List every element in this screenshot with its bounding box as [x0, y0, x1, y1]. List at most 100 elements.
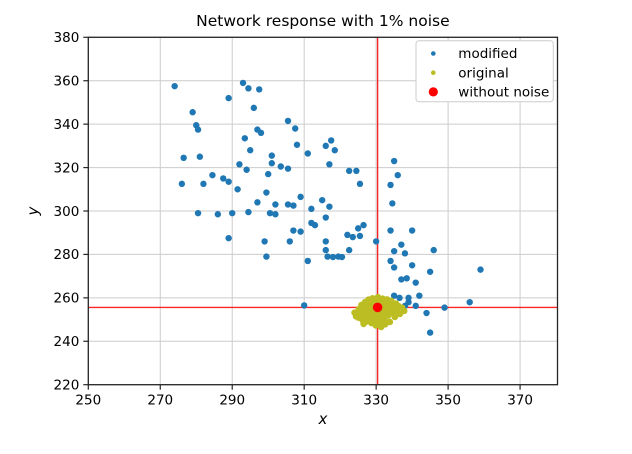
y-tick-label: 240 — [54, 334, 80, 350]
chart-title: Network response with 1% noise — [196, 12, 450, 30]
scatter-point — [256, 86, 263, 93]
scatter-point — [300, 302, 308, 309]
scatter-point — [277, 163, 285, 170]
scatter-point — [243, 166, 250, 173]
x-tick-label: 370 — [507, 393, 533, 409]
scatter-point — [466, 298, 473, 306]
scatter-point — [441, 304, 448, 311]
scatter-point — [390, 264, 398, 271]
scatter-point — [284, 117, 292, 125]
scatter-point — [284, 165, 292, 172]
scatter-point — [196, 153, 204, 160]
scatter-point — [291, 125, 299, 132]
scatter-point — [372, 238, 380, 245]
scatter-point — [372, 302, 383, 313]
scatter-point — [327, 137, 335, 144]
scatter-point — [290, 227, 297, 234]
scatter-point — [398, 276, 405, 283]
scatter-point — [322, 246, 329, 254]
scatter-point — [272, 211, 279, 218]
scatter-point — [412, 302, 419, 310]
scatter-point — [349, 233, 356, 241]
scatter-point — [403, 275, 410, 282]
scatter-point — [308, 205, 315, 213]
x-tick-label: 270 — [147, 393, 173, 409]
scatter-points — [171, 79, 484, 336]
legend-marker — [431, 51, 436, 56]
scatter-point — [401, 250, 409, 257]
scatter-point — [372, 322, 380, 329]
scatter-point — [381, 321, 389, 328]
scatter-point — [209, 171, 216, 179]
y-tick-label: 340 — [54, 117, 80, 133]
scatter-point — [189, 109, 196, 116]
scatter-point — [234, 186, 241, 193]
scatter-point — [250, 104, 258, 112]
scatter-point — [229, 209, 236, 217]
scatter-point — [344, 231, 351, 239]
scatter-point — [266, 209, 274, 217]
scatter-point — [329, 253, 337, 261]
series-modified — [171, 79, 484, 336]
x-tick-label: 330 — [363, 393, 389, 409]
x-tick-label: 350 — [435, 393, 461, 409]
scatter-point — [353, 167, 360, 175]
scatter-point — [297, 193, 304, 201]
scatter-point — [398, 241, 405, 248]
scatter-point — [430, 246, 437, 254]
scatter-point — [356, 232, 364, 240]
scatter-point — [387, 181, 394, 189]
scatter-point — [214, 211, 222, 218]
scatter-point — [391, 313, 399, 321]
scatter-point — [387, 227, 394, 234]
scatter-point — [412, 279, 419, 286]
scatter-point — [477, 266, 484, 273]
x-tick-label: 290 — [219, 393, 245, 409]
y-tick-label: 360 — [54, 74, 80, 90]
scatter-point — [322, 142, 329, 150]
scatter-point — [220, 175, 227, 182]
scatter-point — [311, 221, 319, 229]
scatter-point — [245, 85, 252, 92]
scatter-point — [356, 180, 364, 188]
scatter-point — [272, 201, 279, 208]
scatter-point — [304, 257, 311, 265]
legend-label: without noise — [458, 85, 549, 101]
legend-label: original — [458, 65, 508, 81]
legend-label: modified — [458, 46, 517, 62]
scatter-point — [297, 228, 304, 235]
scatter-point — [245, 208, 252, 216]
y-tick-label: 260 — [54, 291, 80, 307]
scatter-point — [284, 201, 292, 208]
legend: modified original without noise — [415, 40, 554, 103]
scatter-point — [265, 170, 272, 178]
scatter-point — [338, 253, 346, 261]
y-axis-label: y — [24, 205, 42, 216]
scatter-point — [194, 209, 202, 217]
legend-item-modified: modified — [431, 46, 517, 62]
legend-item-without-noise: without noise — [428, 85, 549, 101]
scatter-point — [387, 257, 394, 265]
scatter-point — [257, 129, 265, 137]
x-axis-label: x — [317, 410, 327, 428]
scatter-point — [390, 247, 398, 255]
legend-item-original: original — [431, 65, 509, 81]
scatter-point — [389, 200, 396, 207]
scatter-point — [351, 309, 358, 316]
scatter-point — [241, 135, 249, 142]
scatter-point — [396, 310, 404, 318]
scatter-point — [261, 238, 268, 245]
axis-ticks: 250 270 290 310 330 350 370 220 240 260 280 300 320 3… — [54, 30, 533, 409]
scatter-point — [326, 203, 333, 210]
scatter-point — [390, 292, 398, 299]
scatter-point — [390, 157, 398, 165]
scatter-point — [345, 246, 353, 254]
scatter-point — [180, 154, 187, 162]
y-tick-label: 320 — [54, 160, 80, 176]
scatter-point — [225, 234, 232, 242]
scatter-point — [254, 199, 261, 206]
scatter-point — [263, 253, 270, 260]
x-tick-label: 250 — [75, 393, 101, 409]
scatter-point — [426, 329, 434, 336]
scatter-point — [268, 160, 276, 167]
